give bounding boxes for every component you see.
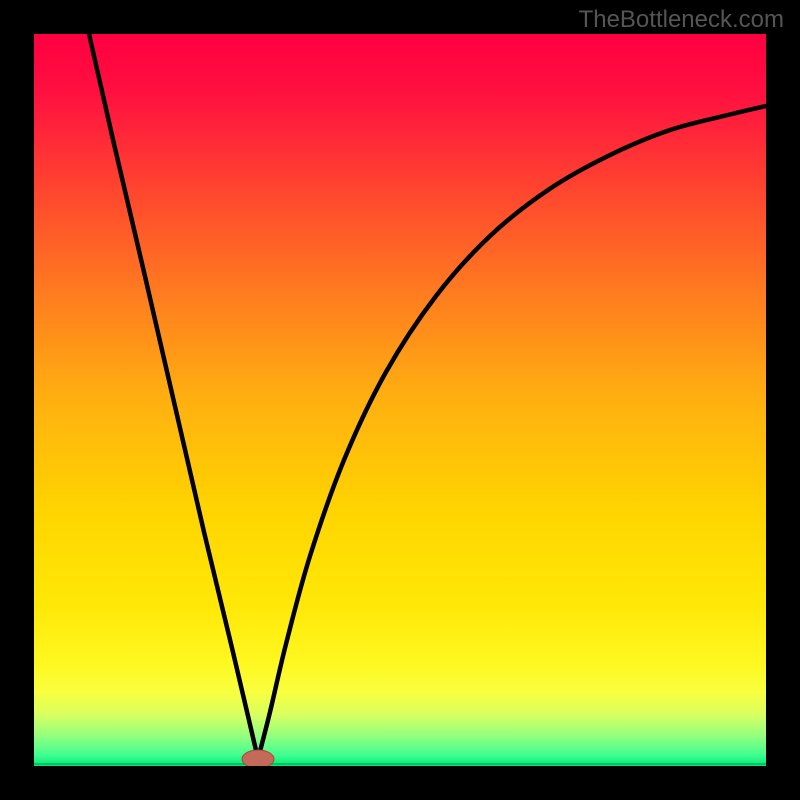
watermark-text: TheBottleneck.com	[579, 6, 784, 34]
cusp-marker	[242, 750, 274, 766]
plot-area	[34, 34, 766, 766]
right-branch	[258, 106, 766, 759]
bottleneck-curve	[34, 34, 766, 766]
left-branch	[89, 34, 258, 759]
